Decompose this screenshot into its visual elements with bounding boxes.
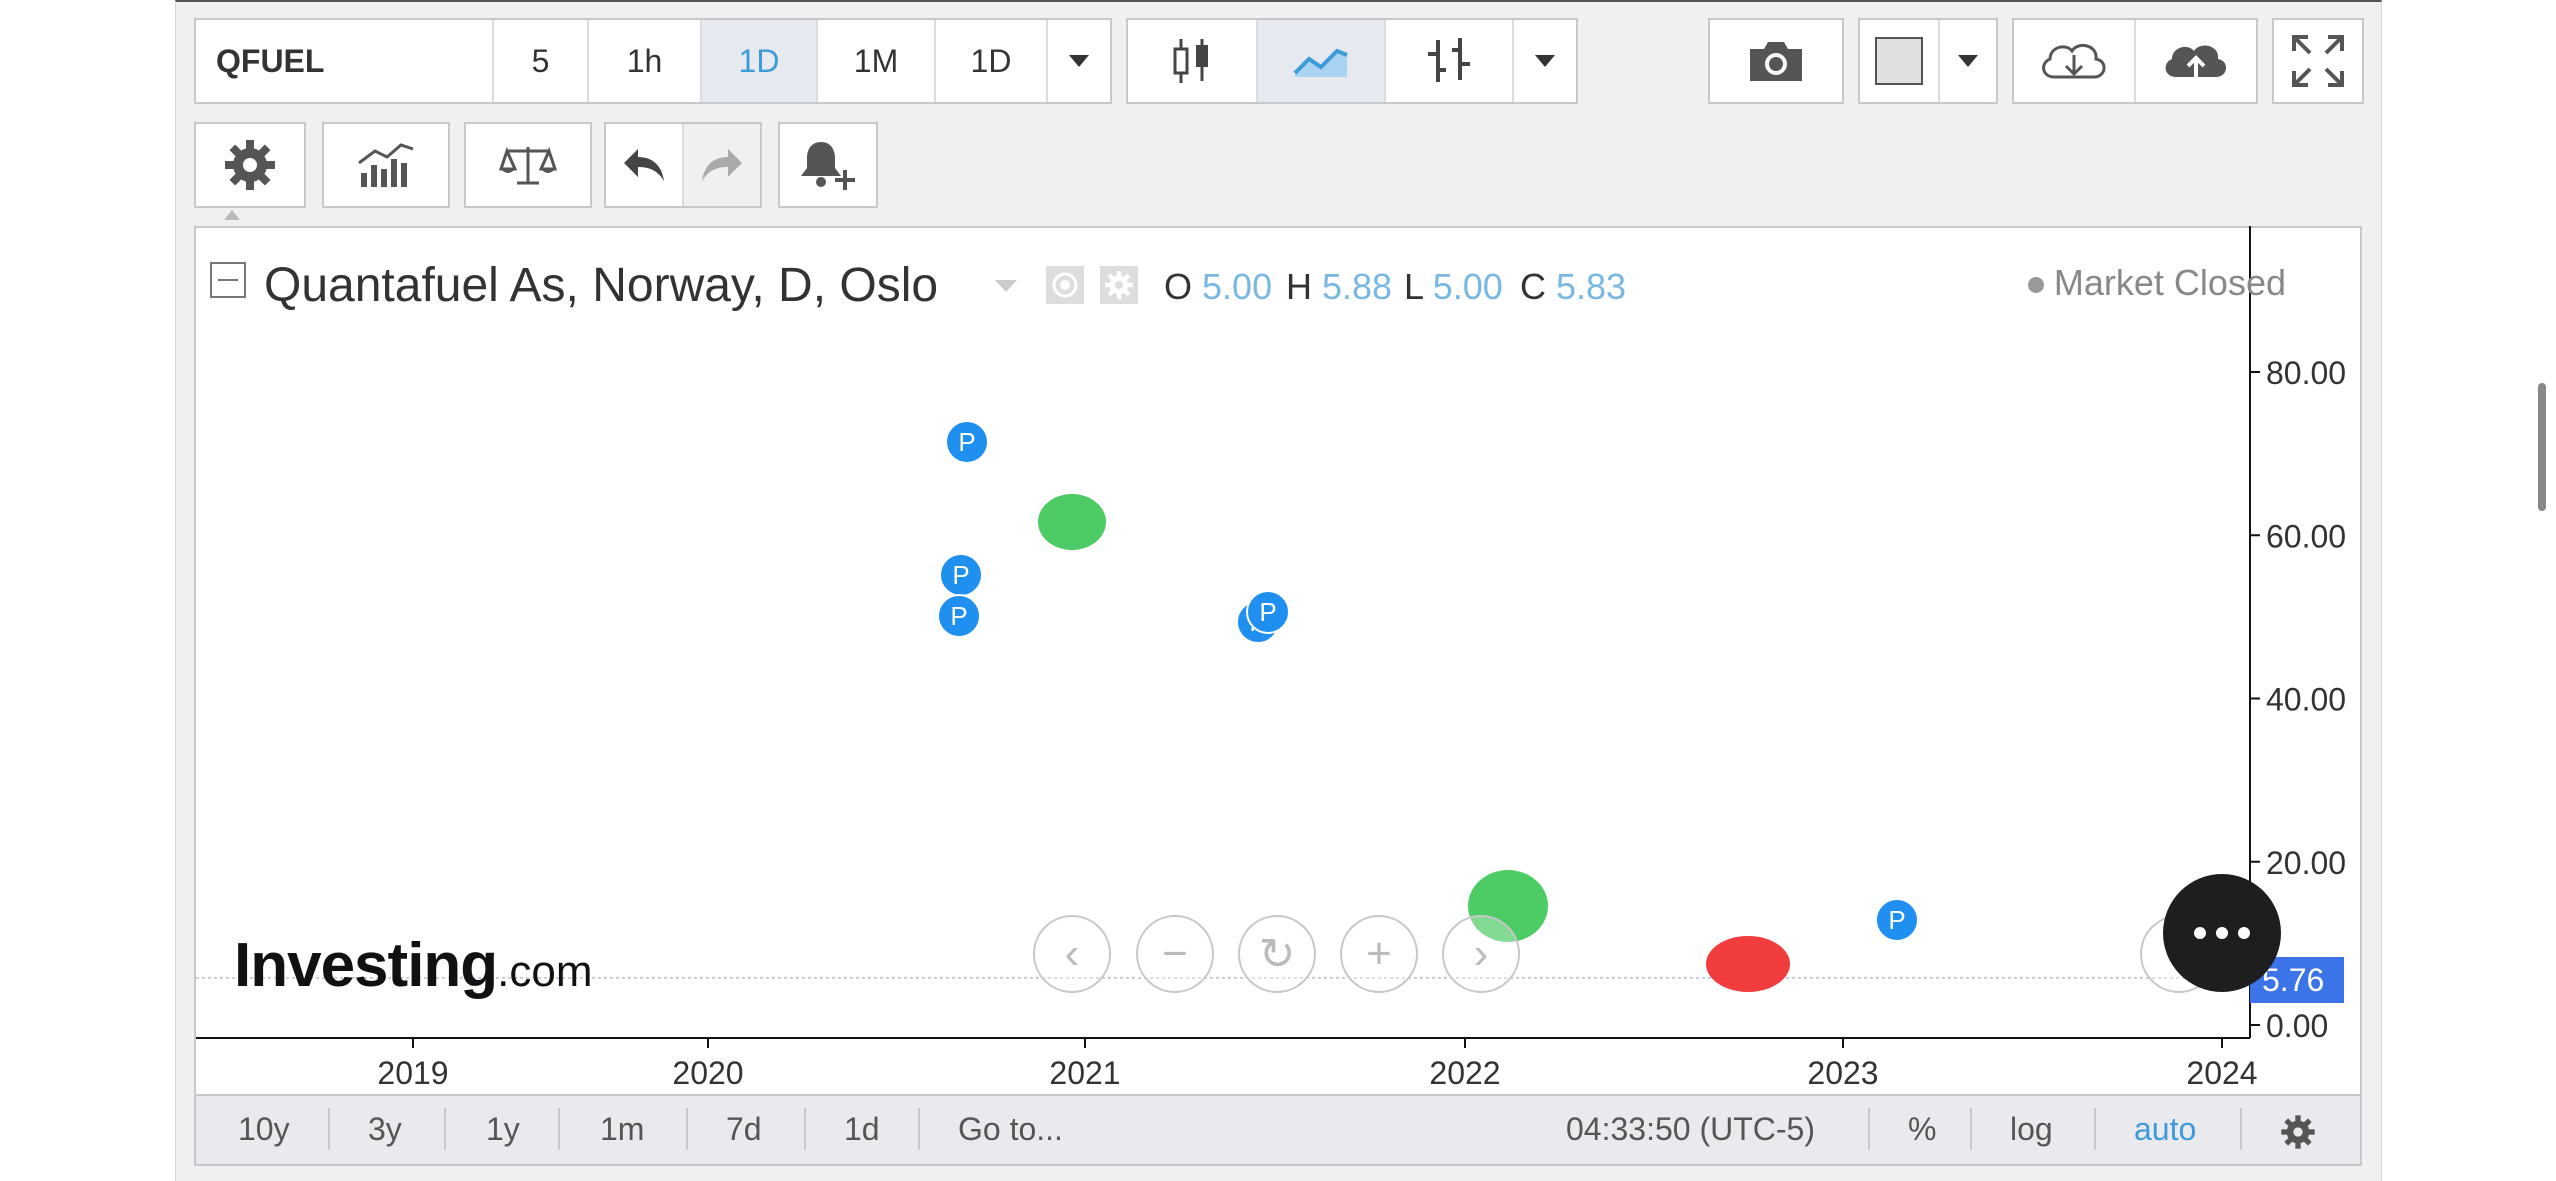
minus-icon	[218, 279, 238, 281]
visibility-toggle[interactable]	[1046, 266, 1084, 304]
separator	[444, 1108, 446, 1150]
log-toggle[interactable]: log	[2010, 1096, 2053, 1162]
green-highlight	[1038, 494, 1106, 550]
ohlc-high: H 5.88	[1286, 266, 1392, 308]
scroll-right-button[interactable]: ›	[1442, 915, 1520, 993]
x-tick-label: 2019	[377, 1055, 448, 1091]
separator	[1970, 1108, 1972, 1150]
gear-icon	[1104, 270, 1134, 300]
x-tick-label: 2022	[1429, 1055, 1500, 1091]
x-tick-label: 2020	[672, 1055, 743, 1091]
auto-toggle[interactable]: auto	[2134, 1096, 2196, 1162]
y-tick-label: 0.00	[2266, 1008, 2328, 1044]
status-dot-icon	[2028, 277, 2044, 293]
chart-title: Quantafuel As, Norway, D, Oslo	[264, 258, 938, 313]
y-tick-label: 40.00	[2266, 682, 2346, 718]
event-marker[interactable]: P	[937, 594, 981, 638]
more-horizontal-icon	[2194, 927, 2250, 939]
y-tick-label: 80.00	[2266, 355, 2346, 391]
y-tick-label: 20.00	[2266, 845, 2346, 881]
x-tick-label: 2023	[1807, 1055, 1878, 1091]
range-1d[interactable]: 1d	[844, 1096, 880, 1162]
ohlc-open: O 5.00	[1164, 266, 1272, 308]
bottom-settings-button[interactable]	[2280, 1096, 2316, 1162]
ohlc-close: C 5.83	[1520, 266, 1626, 308]
series-settings-toggle[interactable]	[1100, 266, 1138, 304]
gear-icon	[2280, 1114, 2316, 1150]
range-1m[interactable]: 1m	[600, 1096, 644, 1162]
range-10y[interactable]: 10y	[238, 1096, 290, 1162]
range-7d[interactable]: 7d	[726, 1096, 762, 1162]
y-tick-label: 60.00	[2266, 518, 2346, 554]
range-1y[interactable]: 1y	[486, 1096, 520, 1162]
separator	[2240, 1108, 2242, 1150]
clock-time[interactable]: 04:33:50 (UTC-5)	[1566, 1096, 1815, 1162]
reset-button[interactable]: ↻	[1238, 915, 1316, 993]
red-highlight	[1706, 936, 1790, 992]
separator	[804, 1108, 806, 1150]
page-scrollbar[interactable]	[2538, 383, 2546, 511]
eye-icon	[1051, 271, 1079, 299]
separator	[558, 1108, 560, 1150]
x-tick-label: 2021	[1049, 1055, 1120, 1091]
investing-logo: Investing.com	[234, 930, 593, 1001]
event-marker[interactable]: P	[1875, 898, 1919, 942]
separator	[2094, 1108, 2096, 1150]
separator	[918, 1108, 920, 1150]
separator	[1868, 1108, 1870, 1150]
event-marker[interactable]: P	[1246, 590, 1290, 634]
separator	[686, 1108, 688, 1150]
range-3y[interactable]: 3y	[368, 1096, 402, 1162]
event-marker[interactable]: P	[945, 420, 989, 464]
market-status: Market Closed	[2028, 262, 2286, 304]
x-tick-label: 2024	[2186, 1055, 2257, 1091]
more-options-button[interactable]	[2163, 874, 2281, 992]
goto-button[interactable]: Go to...	[958, 1096, 1063, 1162]
zoom-in-button[interactable]: +	[1340, 915, 1418, 993]
scroll-left-button[interactable]: ‹	[1033, 915, 1111, 993]
separator	[328, 1108, 330, 1150]
collapse-legend-button[interactable]	[210, 262, 246, 298]
percent-toggle[interactable]: %	[1908, 1096, 1936, 1162]
ohlc-low: L 5.00	[1404, 266, 1503, 308]
event-marker[interactable]: P	[939, 553, 983, 597]
zoom-out-button[interactable]: −	[1136, 915, 1214, 993]
bottom-toolbar: 10y 3y 1y 1m 7d 1d Go to... 04:33:50 (UT…	[194, 1096, 2362, 1166]
legend-dropdown-icon[interactable]	[995, 280, 1017, 292]
